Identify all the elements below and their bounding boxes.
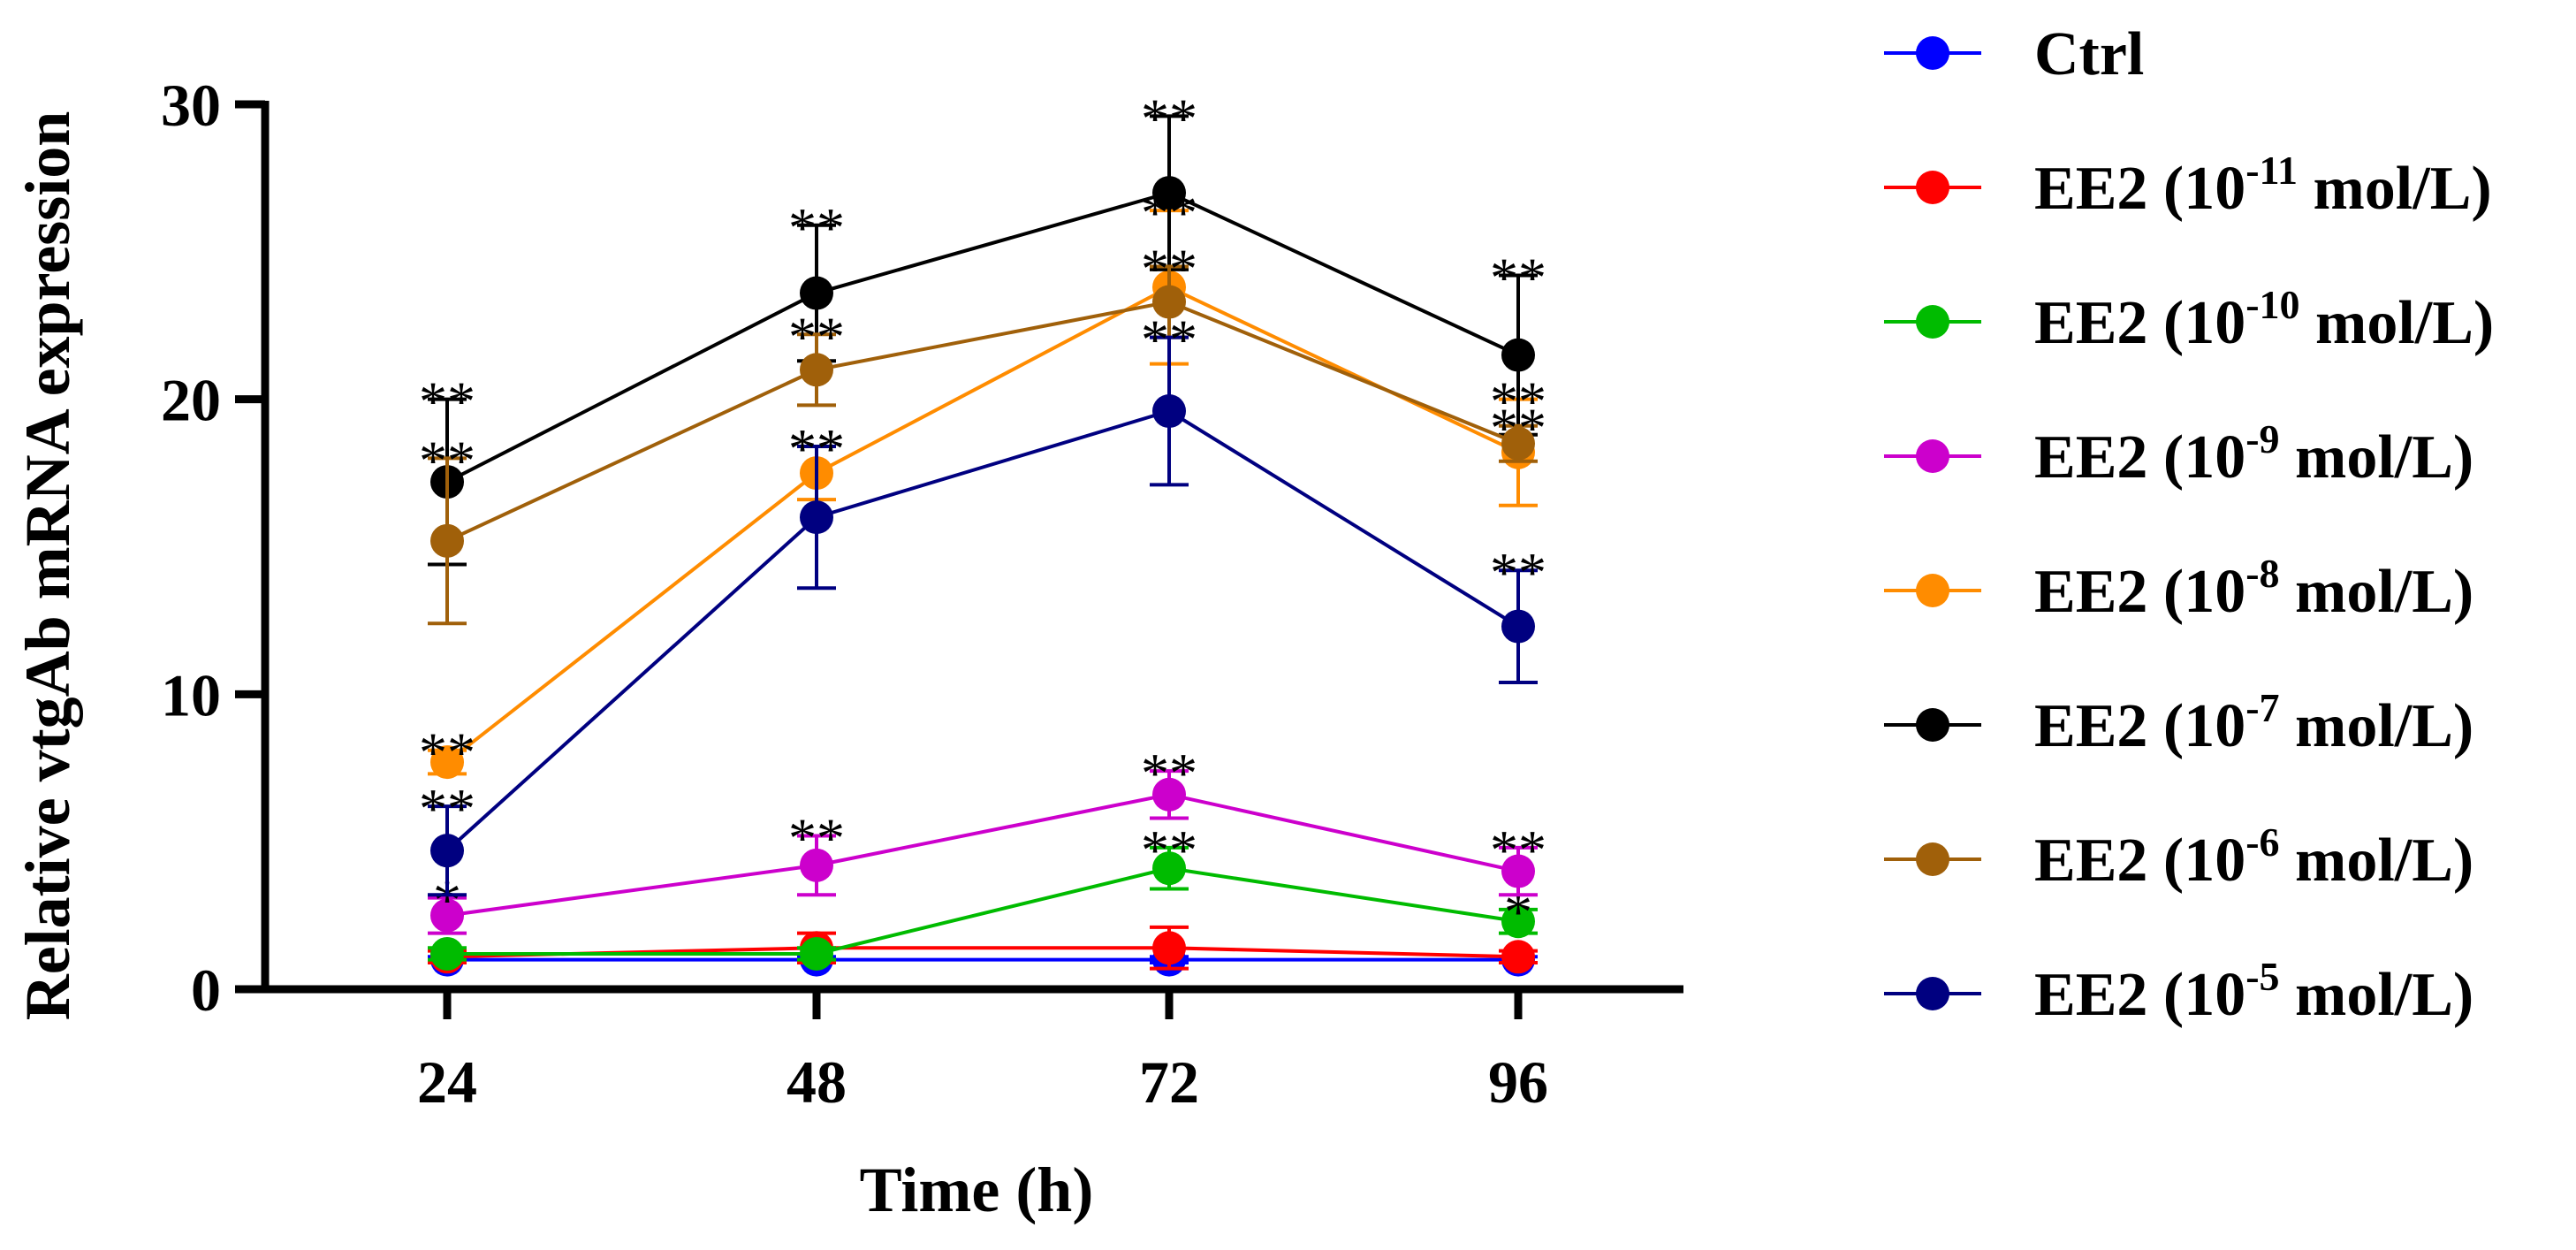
series-line [446,792,1519,918]
significance-label: ** [1490,397,1546,460]
x-tick-label: 24 [417,1048,477,1116]
series-3: ******* [428,742,1546,935]
significance-label: ** [1141,309,1197,371]
data-point [1501,609,1535,644]
significance-label: ** [788,417,845,480]
legend-label: EE2 (10-11 mol/L) [2034,148,2492,223]
y-tick-label: 20 [161,367,221,434]
plot-area: ****************************************… [419,87,1546,977]
significance-label: ** [1490,819,1546,881]
legend-item-5: EE2 (10-7 mol/L) [1884,685,2473,760]
series-7: ******** [419,309,1546,897]
data-point [430,834,464,868]
legend-label: EE2 (10-6 mol/L) [2034,819,2473,895]
data-point [430,523,464,558]
series-4: ******** [419,181,1546,784]
significance-label: ** [1141,819,1197,881]
significance-label: ** [1141,87,1197,149]
legend-item-7: EE2 (10-5 mol/L) [1884,954,2473,1029]
legend-marker [1916,305,1949,339]
data-point [430,745,464,780]
significance-label: ** [788,196,845,259]
data-point [1501,904,1535,939]
legend: Ctrl EE2 (10-11 mol/L) EE2 (10-10 mol/L) EE… [1884,20,2494,1029]
data-point [800,936,833,971]
legend-label: EE2 (10-8 mol/L) [2034,551,2473,626]
legend-marker [1916,708,1949,742]
series-line [446,190,1519,484]
data-point [1152,394,1186,429]
data-point [1501,854,1535,888]
data-point [430,898,464,933]
legend-marker [1916,439,1949,473]
data-point [800,848,833,882]
x-axis-title: Time (h) [860,1155,1094,1225]
legend-marker [1916,171,1949,204]
legend-item-4: EE2 (10-8 mol/L) [1884,551,2473,626]
y-tick-label: 30 [161,72,221,139]
series-line [446,300,1519,543]
legend-marker [1916,36,1949,70]
y-axis-title: Relative vtgAb mRNA expression [12,111,83,1021]
significance-label: ** [788,305,845,368]
legend-label: EE2 (10-9 mol/L) [2034,416,2473,492]
significance-label: ** [1490,541,1546,604]
legend-label: EE2 (10-7 mol/L) [2034,685,2473,760]
legend-item-3: EE2 (10-9 mol/L) [1884,416,2473,492]
data-point [1501,940,1535,974]
data-point [1501,426,1535,461]
legend-marker [1916,574,1949,607]
x-tick-label: 72 [1139,1048,1199,1116]
significance-label: ** [419,777,475,840]
x-tick-label: 96 [1488,1048,1548,1116]
legend-item-6: EE2 (10-6 mol/L) [1884,819,2473,895]
data-point [800,500,833,535]
data-point [800,276,833,310]
series-line [445,285,1519,764]
legend-label: EE2 (10-5 mol/L) [2034,954,2473,1029]
axes: 0 10 20 30 24 48 72 96 [161,72,1683,1116]
y-tick-label: 10 [161,661,221,728]
data-point [1152,851,1186,886]
significance-label: ** [419,429,475,492]
significance-label: ** [419,721,475,784]
y-tick-label: 0 [191,957,221,1024]
series-line [445,408,1520,852]
legend-label: EE2 (10-10 mol/L) [2034,282,2494,357]
legend-marker [1916,977,1949,1010]
x-tick-label: 48 [786,1048,847,1116]
significance-label: ** [1141,742,1197,804]
series-5: ******** [419,87,1546,567]
series-line [447,866,1519,956]
significance-label: ** [1490,247,1546,309]
data-point [1152,176,1186,210]
series-6: ******** [419,238,1546,626]
data-point [1152,777,1186,812]
legend-label: Ctrl [2034,20,2144,88]
series-1 [428,925,1538,974]
legend-item-0: Ctrl [1884,20,2144,88]
significance-label: ** [1141,238,1197,301]
data-point [1501,338,1535,372]
legend-item-2: EE2 (10-10 mol/L) [1884,282,2494,357]
data-point [800,353,833,387]
data-point [1152,931,1186,965]
significance-label: ** [419,370,475,433]
data-point [430,936,464,971]
series-2: *** [428,819,1538,971]
legend-marker [1916,842,1949,876]
significance-label: ** [788,806,845,869]
legend-item-1: EE2 (10-11 mol/L) [1884,148,2492,223]
data-point [1152,285,1186,319]
